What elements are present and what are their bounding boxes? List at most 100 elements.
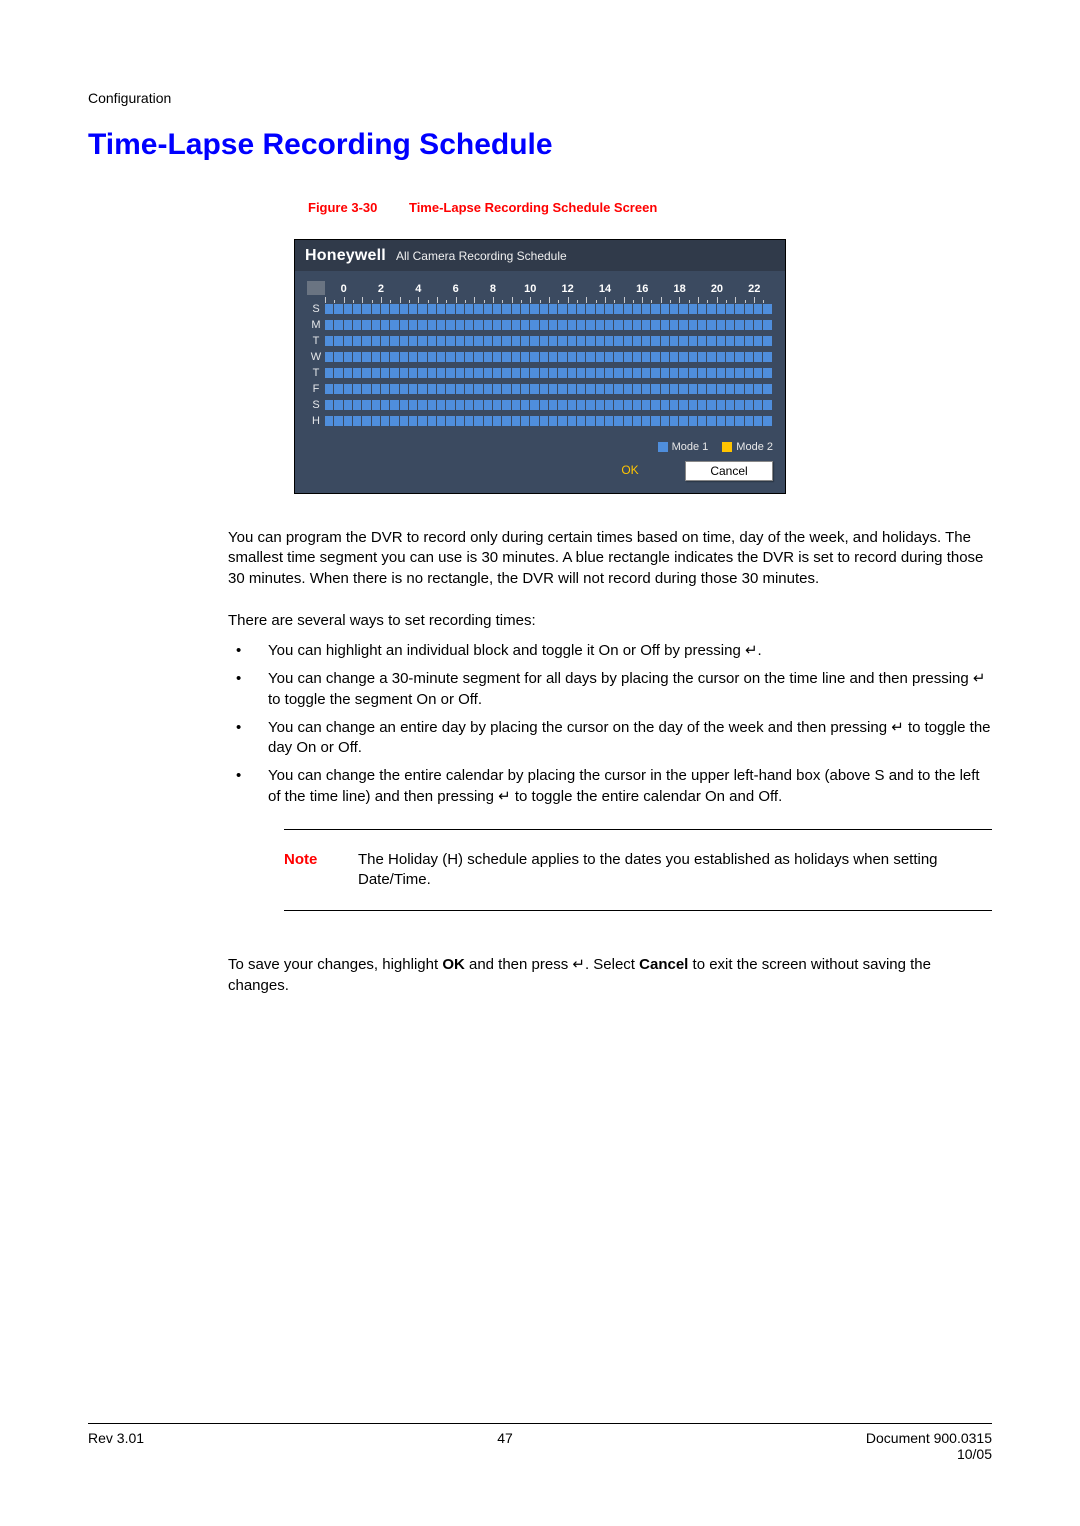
schedule-cell[interactable]	[754, 368, 762, 378]
schedule-cell[interactable]	[428, 304, 436, 314]
hour-label[interactable]: 2	[362, 283, 399, 295]
schedule-cell[interactable]	[540, 368, 548, 378]
schedule-cell[interactable]	[456, 416, 464, 426]
schedule-cell[interactable]	[670, 384, 678, 394]
schedule-cell[interactable]	[726, 320, 734, 330]
schedule-cell[interactable]	[707, 320, 715, 330]
schedule-cell[interactable]	[624, 384, 632, 394]
schedule-cell[interactable]	[465, 384, 473, 394]
schedule-cell[interactable]	[745, 416, 753, 426]
schedule-cell[interactable]	[521, 368, 529, 378]
schedule-cell[interactable]	[689, 336, 697, 346]
schedule-cell[interactable]	[763, 304, 771, 314]
schedule-cell[interactable]	[661, 320, 669, 330]
schedule-cell[interactable]	[521, 416, 529, 426]
schedule-cell[interactable]	[446, 384, 454, 394]
schedule-cell[interactable]	[400, 384, 408, 394]
schedule-cell[interactable]	[661, 336, 669, 346]
schedule-cell[interactable]	[502, 368, 510, 378]
schedule-cell[interactable]	[437, 336, 445, 346]
schedule-cell[interactable]	[717, 384, 725, 394]
schedule-cell[interactable]	[568, 320, 576, 330]
schedule-cell[interactable]	[353, 368, 361, 378]
schedule-cell[interactable]	[400, 304, 408, 314]
schedule-cell[interactable]	[353, 304, 361, 314]
schedule-cell[interactable]	[754, 416, 762, 426]
schedule-cell[interactable]	[717, 368, 725, 378]
schedule-cell[interactable]	[400, 368, 408, 378]
schedule-cell[interactable]	[717, 400, 725, 410]
schedule-cell[interactable]	[521, 400, 529, 410]
schedule-cell[interactable]	[568, 400, 576, 410]
schedule-cell[interactable]	[484, 368, 492, 378]
schedule-cell[interactable]	[577, 400, 585, 410]
schedule-cell[interactable]	[521, 320, 529, 330]
schedule-cell[interactable]	[605, 304, 613, 314]
schedule-cell[interactable]	[400, 352, 408, 362]
schedule-cell[interactable]	[493, 368, 501, 378]
schedule-cell[interactable]	[325, 400, 333, 410]
schedule-cell[interactable]	[409, 352, 417, 362]
schedule-cell[interactable]	[474, 336, 482, 346]
schedule-cell[interactable]	[502, 320, 510, 330]
schedule-cell[interactable]	[698, 384, 706, 394]
schedule-cell[interactable]	[614, 368, 622, 378]
schedule-cell[interactable]	[642, 400, 650, 410]
hour-label[interactable]: 20	[698, 283, 735, 295]
schedule-cell[interactable]	[372, 304, 380, 314]
schedule-cell[interactable]	[568, 336, 576, 346]
schedule-cell[interactable]	[502, 400, 510, 410]
schedule-cell[interactable]	[493, 320, 501, 330]
schedule-cell[interactable]	[353, 352, 361, 362]
schedule-cell[interactable]	[651, 352, 659, 362]
schedule-cell[interactable]	[689, 320, 697, 330]
schedule-cell[interactable]	[642, 384, 650, 394]
schedule-cell[interactable]	[344, 416, 352, 426]
hour-label[interactable]: 4	[400, 283, 437, 295]
schedule-cell[interactable]	[689, 368, 697, 378]
schedule-cell[interactable]	[381, 336, 389, 346]
schedule-cell[interactable]	[577, 416, 585, 426]
schedule-cell[interactable]	[549, 368, 557, 378]
schedule-cell[interactable]	[614, 304, 622, 314]
schedule-cell[interactable]	[754, 336, 762, 346]
schedule-cell[interactable]	[651, 336, 659, 346]
day-label[interactable]: T	[307, 335, 325, 347]
schedule-cell[interactable]	[484, 416, 492, 426]
schedule-cell[interactable]	[428, 320, 436, 330]
schedule-cell[interactable]	[540, 416, 548, 426]
schedule-cell[interactable]	[605, 400, 613, 410]
schedule-cell[interactable]	[605, 336, 613, 346]
schedule-cell[interactable]	[428, 384, 436, 394]
schedule-cell[interactable]	[586, 384, 594, 394]
schedule-cell[interactable]	[577, 320, 585, 330]
schedule-cell[interactable]	[586, 400, 594, 410]
schedule-cell[interactable]	[484, 320, 492, 330]
schedule-cell[interactable]	[512, 320, 520, 330]
schedule-cell[interactable]	[679, 368, 687, 378]
schedule-cell[interactable]	[400, 320, 408, 330]
schedule-cell[interactable]	[614, 400, 622, 410]
schedule-cell[interactable]	[362, 320, 370, 330]
schedule-cell[interactable]	[596, 416, 604, 426]
schedule-cell[interactable]	[474, 320, 482, 330]
ok-button[interactable]: OK	[587, 461, 673, 481]
schedule-cell[interactable]	[409, 400, 417, 410]
schedule-cell[interactable]	[381, 352, 389, 362]
schedule-cell[interactable]	[679, 304, 687, 314]
schedule-cell[interactable]	[400, 416, 408, 426]
schedule-cell[interactable]	[437, 368, 445, 378]
schedule-cell[interactable]	[661, 400, 669, 410]
schedule-cell[interactable]	[437, 416, 445, 426]
schedule-cell[interactable]	[512, 368, 520, 378]
schedule-cell[interactable]	[679, 416, 687, 426]
schedule-cell[interactable]	[661, 304, 669, 314]
schedule-cell[interactable]	[670, 352, 678, 362]
schedule-cell[interactable]	[344, 384, 352, 394]
schedule-cell[interactable]	[614, 384, 622, 394]
schedule-cell[interactable]	[484, 384, 492, 394]
schedule-cell[interactable]	[558, 400, 566, 410]
schedule-cell[interactable]	[446, 320, 454, 330]
schedule-cell[interactable]	[605, 352, 613, 362]
schedule-cell[interactable]	[614, 352, 622, 362]
